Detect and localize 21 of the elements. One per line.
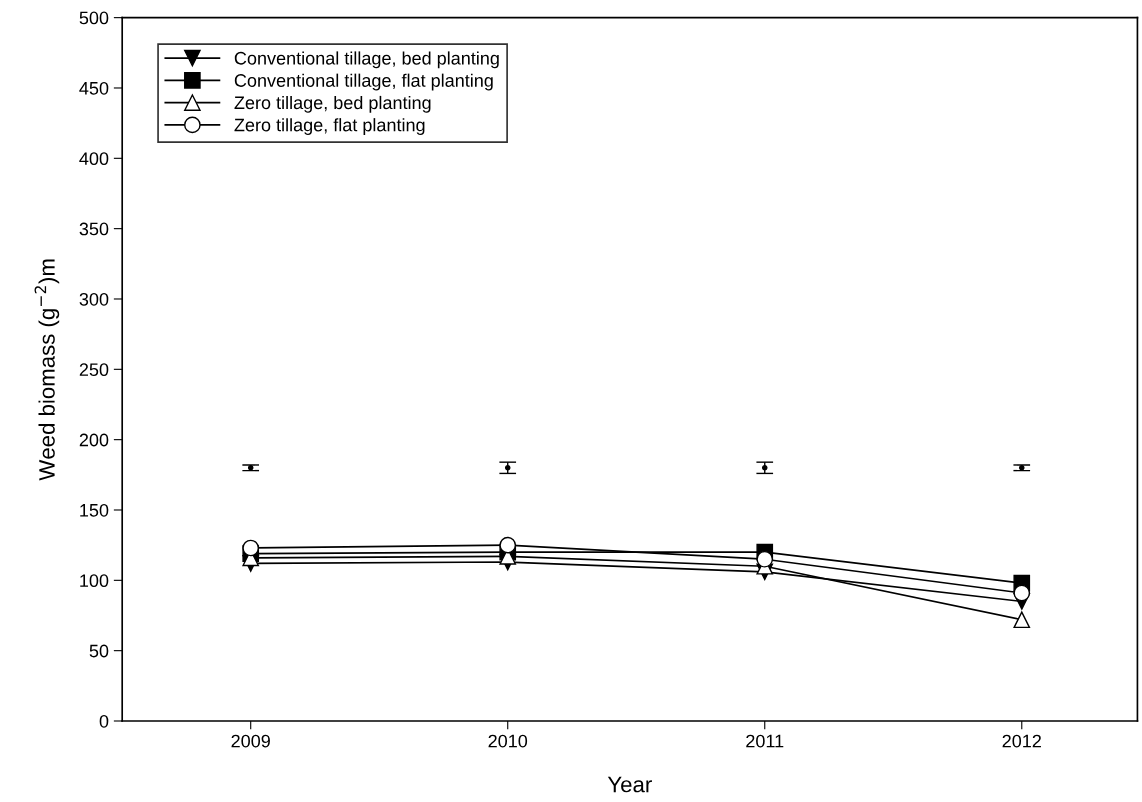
x-tick-label: 2012 [1002, 734, 1041, 748]
y-tick-label: 300 [79, 292, 109, 306]
y-tick-label: 200 [79, 433, 109, 447]
y-tick-label: 50 [89, 644, 109, 658]
x-axis-title: Year [607, 776, 652, 793]
y-tick-label: 150 [80, 503, 109, 517]
x-tick-label: 2009 [231, 734, 270, 748]
y-tick-label: 0 [99, 714, 109, 728]
x-tick-label: 2010 [488, 734, 528, 748]
y-tick-label: 400 [79, 152, 109, 166]
y-tick-label: 100 [80, 574, 109, 588]
y-tick-label: 500 [79, 11, 109, 25]
legend-label: Conventional tillage, flat planting [234, 73, 493, 91]
x-tick-label: 2011 [746, 734, 784, 748]
y-axis-title: Weed biomass (g$^{−2}$)m [34, 259, 60, 481]
legend-label: Conventional tillage, bed planting [234, 51, 499, 69]
y-tick-label: 250 [79, 363, 109, 377]
y-tick-label: 450 [79, 81, 109, 95]
legend-label: Zero tillage, flat planting [234, 118, 425, 135]
legend-label: Zero tillage, bed planting [234, 95, 431, 113]
y-tick-label: 350 [79, 222, 109, 236]
